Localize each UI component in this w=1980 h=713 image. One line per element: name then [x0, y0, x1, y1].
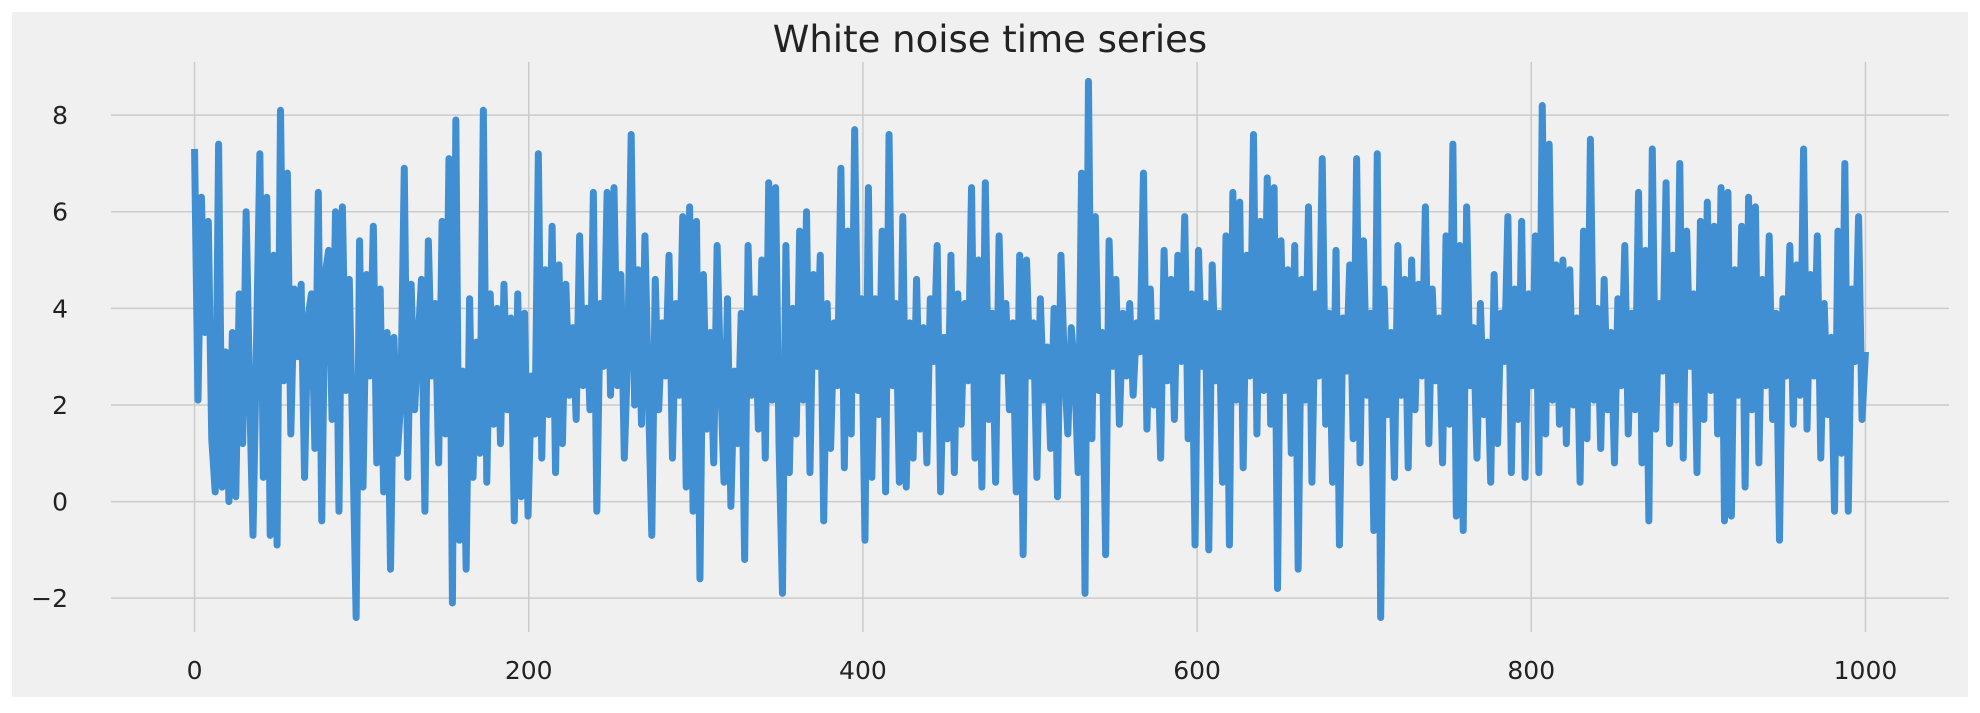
series-group	[191, 77, 1869, 622]
y-tick-label: 8	[52, 101, 68, 130]
chart-title: White noise time series	[773, 18, 1207, 61]
y-tick-label: 4	[52, 294, 68, 323]
y-tick-label: −2	[31, 584, 68, 613]
x-tick-label: 600	[1173, 656, 1221, 685]
x-tick-label: 0	[187, 656, 203, 685]
x-tick-label: 200	[505, 656, 553, 685]
tick-labels: 0 200 400 600 800 1000 −2 0 2 4 6 8	[31, 101, 1897, 685]
grid-lines	[111, 62, 1949, 632]
x-tick-label: 1000	[1834, 656, 1898, 685]
x-tick-label: 400	[839, 656, 887, 685]
x-tick-label: 800	[1507, 656, 1555, 685]
y-tick-label: 6	[52, 198, 68, 227]
y-tick-label: 2	[52, 391, 68, 420]
y-tick-label: 0	[52, 488, 68, 517]
series-line	[191, 77, 1869, 622]
